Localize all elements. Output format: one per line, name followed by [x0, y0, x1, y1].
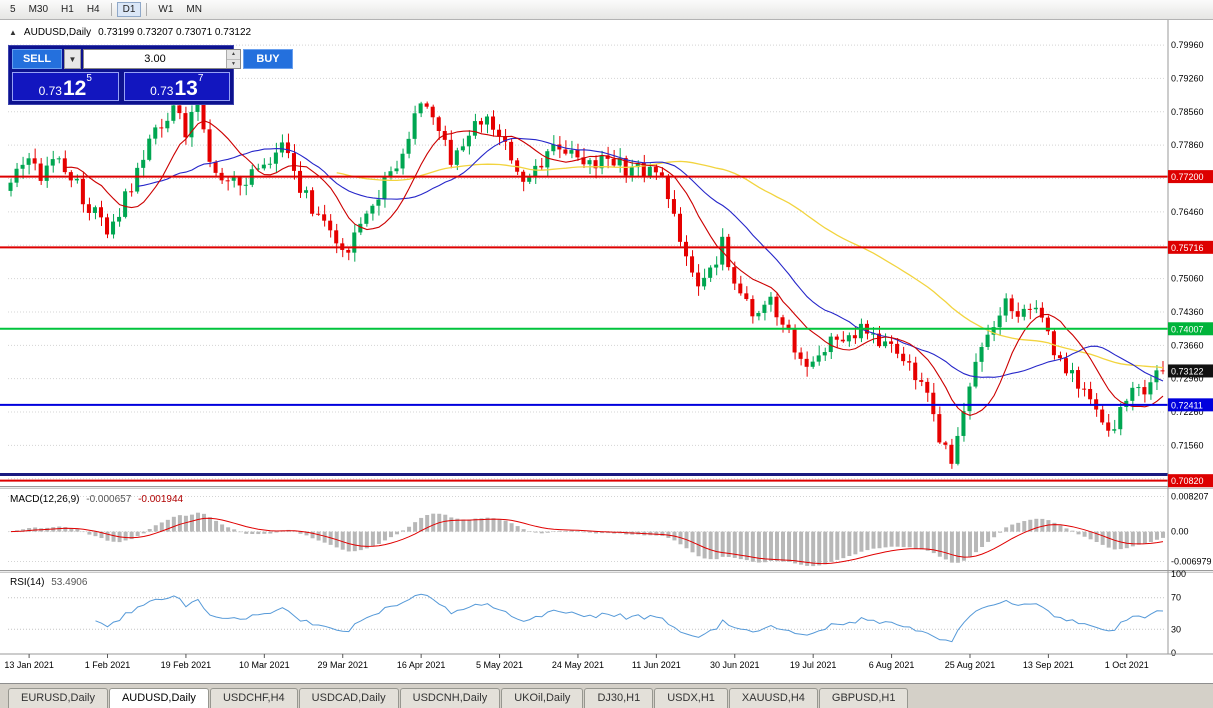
svg-text:16 Apr 2021: 16 Apr 2021 — [397, 660, 446, 670]
svg-text:0.75716: 0.75716 — [1171, 243, 1204, 253]
chart-ohlc-values: 0.73199 0.73207 0.73071 0.73122 — [98, 27, 252, 38]
chart-canvas[interactable]: 0.799600.792600.785600.778600.771600.764… — [0, 20, 1213, 683]
sell-button[interactable]: SELL — [12, 49, 62, 69]
volume-input[interactable] — [84, 50, 226, 68]
svg-text:70: 70 — [1171, 593, 1181, 603]
svg-text:0.72960: 0.72960 — [1171, 374, 1204, 384]
svg-text:10 Mar 2021: 10 Mar 2021 — [239, 660, 290, 670]
chart-tab-audusd-daily[interactable]: AUDUSD,Daily — [108, 688, 209, 708]
chevron-down-icon: ▼ — [68, 54, 77, 64]
svg-text:30: 30 — [1171, 624, 1181, 634]
volume-spinner: ▲ ▼ — [226, 50, 240, 68]
toolbar-separator — [110, 3, 112, 16]
timeframe-button-h4[interactable]: H4 — [81, 2, 106, 17]
timeframe-button-m30[interactable]: M30 — [23, 2, 54, 17]
svg-text:0.00: 0.00 — [1171, 527, 1189, 537]
svg-text:1 Oct 2021: 1 Oct 2021 — [1105, 660, 1149, 670]
svg-text:0.74007: 0.74007 — [1171, 324, 1204, 334]
svg-text:11 Jun 2021: 11 Jun 2021 — [632, 660, 681, 670]
timeframe-button-d1[interactable]: D1 — [116, 2, 142, 17]
chart-tab-eurusd-daily[interactable]: EURUSD,Daily — [8, 688, 108, 708]
svg-text:1 Feb 2021: 1 Feb 2021 — [85, 660, 131, 670]
chart-tab-dj30-h1[interactable]: DJ30,H1 — [584, 688, 654, 708]
svg-text:5 May 2021: 5 May 2021 — [476, 660, 523, 670]
timeframe-button-5[interactable]: 5 — [4, 2, 22, 17]
volume-field: ▲ ▼ — [83, 49, 241, 69]
svg-text:0.74360: 0.74360 — [1171, 307, 1204, 317]
svg-text:19 Feb 2021: 19 Feb 2021 — [161, 660, 212, 670]
buy-button[interactable]: BUY — [243, 49, 293, 69]
svg-text:-0.006979: -0.006979 — [1171, 556, 1212, 566]
sell-price-pip-digit: 5 — [86, 73, 92, 84]
svg-text:0.73122: 0.73122 — [1171, 366, 1204, 376]
rsi-name: RSI(14) — [10, 577, 45, 588]
svg-text:0.78560: 0.78560 — [1171, 107, 1204, 117]
svg-text:0.72411: 0.72411 — [1171, 400, 1203, 410]
svg-text:0.008207: 0.008207 — [1171, 492, 1209, 502]
one-click-trading-panel: SELL ▼ ▲ ▼ BUY 0.73 12 5 — [8, 45, 293, 105]
chart-symbol-header: ▲ AUDUSD,Daily 0.73199 0.73207 0.73071 0… — [9, 27, 251, 38]
chart-tab-usdcnh-daily[interactable]: USDCNH,Daily — [399, 688, 501, 708]
svg-text:0.72260: 0.72260 — [1171, 407, 1204, 417]
svg-text:0.79960: 0.79960 — [1171, 40, 1204, 50]
timeframe-toolbar: 5 M30 H1 H4 D1 W1 MN — [0, 0, 1213, 20]
chart-tab-usdchf-h4[interactable]: USDCHF,H4 — [209, 688, 298, 708]
chart-tab-usdx-h1[interactable]: USDX,H1 — [654, 688, 728, 708]
buy-price-big-digits: 13 — [174, 77, 198, 100]
sell-price-button[interactable]: 0.73 12 5 — [12, 72, 119, 101]
collapse-trade-panel-icon[interactable]: ▲ — [9, 28, 17, 37]
svg-text:0.79260: 0.79260 — [1171, 73, 1204, 83]
chart-tab-usdcad-daily[interactable]: USDCAD,Daily — [298, 688, 399, 708]
svg-text:30 Jun 2021: 30 Jun 2021 — [710, 660, 760, 670]
svg-text:0.73660: 0.73660 — [1171, 340, 1204, 350]
macd-indicator-label: MACD(12,26,9) -0.000657 -0.001944 — [10, 494, 183, 505]
svg-text:13 Sep 2021: 13 Sep 2021 — [1023, 660, 1074, 670]
timeframe-button-mn[interactable]: MN — [180, 2, 208, 17]
svg-text:19 Jul 2021: 19 Jul 2021 — [790, 660, 837, 670]
toolbar-separator — [146, 3, 148, 16]
chart-tab-gbpusd-h1[interactable]: GBPUSD,H1 — [818, 688, 909, 708]
macd-main-value: -0.000657 — [86, 494, 132, 505]
chart-area: 0.799600.792600.785600.778600.771600.764… — [0, 20, 1213, 683]
svg-text:0.75060: 0.75060 — [1171, 274, 1204, 284]
timeframe-button-w1[interactable]: W1 — [152, 2, 179, 17]
rsi-value: 53.4906 — [51, 577, 88, 588]
chart-tabs-bar: EURUSD,Daily AUDUSD,Daily USDCHF,H4 USDCAD,… — [0, 683, 1213, 708]
chart-tab-ukoil-daily[interactable]: UKOil,Daily — [501, 688, 584, 708]
volume-decrease-button[interactable]: ▼ — [227, 59, 240, 68]
svg-text:25 Aug 2021: 25 Aug 2021 — [945, 660, 996, 670]
svg-text:6 Aug 2021: 6 Aug 2021 — [869, 660, 915, 670]
svg-text:0.76460: 0.76460 — [1171, 207, 1204, 217]
svg-text:100: 100 — [1171, 569, 1186, 579]
rsi-indicator-label: RSI(14) 53.4906 — [10, 577, 87, 588]
buy-price-pip-digit: 7 — [197, 73, 204, 84]
sell-price-big-digits: 12 — [62, 77, 87, 100]
chart-tab-xauusd-h4[interactable]: XAUUSD,H4 — [728, 688, 818, 708]
svg-text:29 Mar 2021: 29 Mar 2021 — [317, 660, 368, 670]
svg-text:0.77200: 0.77200 — [1171, 172, 1204, 182]
svg-text:13 Jan 2021: 13 Jan 2021 — [4, 660, 54, 670]
volume-increase-button[interactable]: ▲ — [227, 50, 240, 60]
chart-title: AUDUSD,Daily — [23, 27, 92, 38]
volume-dropdown-button[interactable]: ▼ — [64, 49, 81, 69]
svg-text:24 May 2021: 24 May 2021 — [552, 660, 604, 670]
svg-text:0: 0 — [1171, 648, 1176, 658]
svg-text:0.71560: 0.71560 — [1171, 440, 1204, 450]
sell-price-prefix: 0.73 — [38, 84, 62, 98]
buy-price-button[interactable]: 0.73 13 7 — [123, 72, 230, 101]
macd-name: MACD(12,26,9) — [10, 494, 80, 505]
macd-signal-value: -0.001944 — [138, 494, 184, 505]
buy-price-prefix: 0.73 — [150, 84, 174, 98]
svg-text:0.77860: 0.77860 — [1171, 140, 1204, 150]
timeframe-button-h1[interactable]: H1 — [55, 2, 80, 17]
svg-text:0.70820: 0.70820 — [1171, 476, 1204, 486]
